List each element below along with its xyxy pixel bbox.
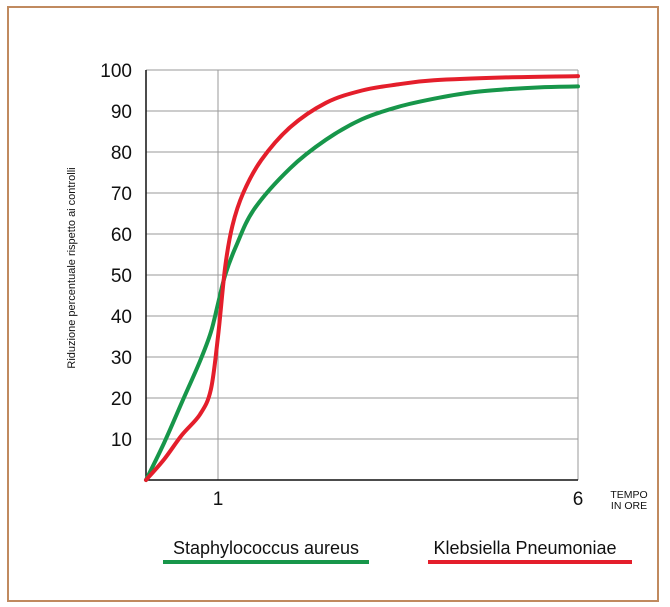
y-tick-label-70: 70 xyxy=(111,184,132,205)
series-line-0 xyxy=(144,84,580,482)
series-lines xyxy=(144,74,580,482)
y-tick-label-20: 20 xyxy=(111,389,132,410)
y-tick-label-60: 60 xyxy=(111,225,132,246)
series-line-1 xyxy=(144,74,580,482)
tick-labels: 10 20 30 40 50 60 70 80 90 100 1 6 xyxy=(100,61,583,510)
x-axis-label-line-1: TEMPO xyxy=(610,489,647,501)
legend-label-klebsiella: Klebsiella Pneumoniae xyxy=(433,538,616,558)
y-tick-label-80: 80 xyxy=(111,143,132,164)
x-tick-label-6: 6 xyxy=(573,489,584,510)
y-tick-label-50: 50 xyxy=(111,266,132,287)
y-tick-label-90: 90 xyxy=(111,102,132,123)
legend-label-staphylococcus: Staphylococcus aureus xyxy=(173,538,359,558)
y-tick-label-100: 100 xyxy=(100,61,132,82)
x-axis-label-line-2: IN ORE xyxy=(611,500,647,512)
y-tick-label-40: 40 xyxy=(111,307,132,328)
axes xyxy=(145,70,578,481)
grid xyxy=(146,69,579,480)
chart-frame xyxy=(7,6,659,602)
y-tick-label-30: 30 xyxy=(111,348,132,369)
y-axis-label: Riduzione percentuale rispetto ai contro… xyxy=(66,167,78,368)
y-tick-label-10: 10 xyxy=(111,430,132,451)
x-tick-label-1: 1 xyxy=(213,489,224,510)
